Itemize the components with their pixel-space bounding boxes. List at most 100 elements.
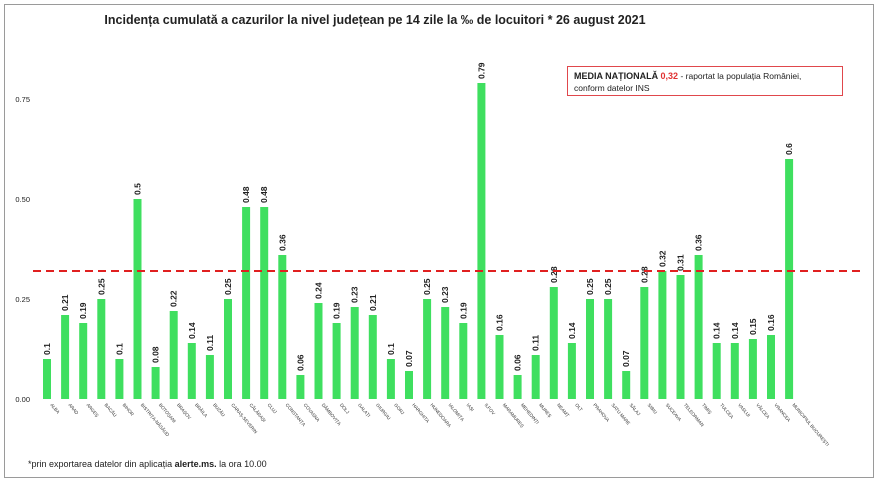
bar: [133, 199, 142, 399]
bar: [495, 335, 504, 399]
bar: [151, 367, 160, 399]
x-tick-label: BRAȘOV: [176, 402, 193, 421]
x-tick-label: OLT: [574, 402, 583, 412]
x-tick-label: BRĂILA: [194, 402, 210, 419]
y-tick-label: 0.75: [15, 95, 30, 104]
bar: [477, 83, 486, 399]
bar: [622, 371, 631, 399]
bar: [586, 299, 594, 399]
x-tick-label: GALAȚI: [357, 402, 371, 418]
bar: [368, 315, 377, 399]
bar: [386, 359, 395, 399]
x-axis-labels: ALBA ARAD ARGEȘ BACĂU BIHOR BISTRIȚA-NĂSĂUDBO…: [49, 402, 830, 447]
bar-value-label: 0.25: [422, 278, 432, 295]
bar-value-label: 0.19: [78, 302, 88, 319]
bar-value-label: 0.23: [440, 286, 450, 303]
bar: [242, 207, 251, 399]
x-tick-label: TIMIȘ: [701, 402, 713, 415]
bar-value-label: 0.11: [531, 335, 541, 351]
x-tick-label: BUZĂU: [212, 402, 227, 418]
note-text-2: conform datelor INS: [574, 83, 650, 93]
bar: [767, 335, 775, 399]
x-tick-label: HARGHITA: [411, 402, 430, 424]
bar-value-label: 0.1: [42, 343, 52, 355]
bar-value-label: 0.07: [404, 350, 414, 367]
y-axis: 0.00 0.25 0.50 0.75: [15, 95, 30, 404]
bar-value-label: 0.22: [169, 290, 179, 307]
bar-value-label: 0.11: [205, 335, 215, 351]
bar: [712, 343, 721, 399]
bar-value-label: 0.28: [639, 266, 649, 283]
bar: [531, 355, 540, 399]
x-tick-label: PRAHOVA: [592, 402, 611, 423]
bar: [205, 355, 214, 399]
bar: [785, 159, 794, 399]
x-tick-label: SIBIU: [647, 402, 659, 414]
chart-frame: [4, 4, 874, 478]
bar-value-label: 0.16: [766, 314, 776, 331]
bar: [332, 323, 341, 399]
bar-value-label: 0.07: [621, 350, 631, 367]
x-tick-label: ILFOV: [484, 402, 497, 416]
y-tick-label: 0.50: [15, 195, 30, 204]
x-tick-label: DOLJ: [339, 402, 350, 414]
bar-value-label: 0.48: [259, 186, 269, 203]
bar: [730, 343, 739, 399]
x-tick-label: TULCEA: [719, 402, 735, 420]
bar: [513, 375, 522, 399]
bar-value-label: 0.14: [730, 322, 740, 339]
bar-series: 0.1 0.21 0.19 0.25 0.1 0.5 0.08 0.22 0.14 0.11 0.2…: [42, 62, 794, 399]
bar-value-label: 0.25: [223, 278, 233, 295]
bar: [43, 359, 51, 399]
bar: [676, 275, 685, 399]
x-tick-label: SATU MARE: [610, 402, 631, 425]
bar: [169, 311, 178, 399]
bar-value-label: 0.5: [133, 183, 143, 195]
bar-value-label: 0.25: [585, 278, 595, 295]
x-tick-label: MUNICIPIUL BUCUREȘTI: [791, 402, 830, 447]
y-tick-label: 0.00: [15, 395, 30, 404]
bar-value-label: 0.48: [241, 186, 251, 203]
bar: [748, 339, 757, 399]
bar: [260, 207, 269, 399]
bar-value-label: 0.19: [332, 302, 342, 319]
bar-value-label: 0.24: [314, 282, 324, 299]
x-tick-label: CĂLĂRAȘI: [248, 402, 267, 423]
bar-value-label: 0.08: [151, 346, 161, 363]
x-tick-label: NEAMȚ: [556, 402, 570, 418]
footnote-prefix: *prin exportarea datelor din aplicația: [28, 459, 175, 469]
bar-value-label: 0.21: [368, 294, 378, 311]
bar-value-label: 0.21: [60, 294, 70, 311]
bar-value-label: 0.14: [567, 322, 577, 339]
note-text-1: - raportat la populația României,: [678, 71, 802, 81]
bar-value-label: 0.19: [458, 302, 468, 319]
x-tick-label: IALOMIȚA: [447, 402, 465, 422]
bar-value-label: 0.25: [603, 278, 613, 295]
x-tick-label: IAȘI: [466, 402, 475, 412]
bar: [115, 359, 124, 399]
bar: [224, 299, 232, 399]
bar-value-label: 0.14: [712, 322, 722, 339]
bar-value-label: 0.25: [96, 278, 106, 295]
bar-value-label: 0.16: [495, 314, 505, 331]
bar: [97, 299, 106, 399]
footnote: *prin exportarea datelor din aplicația a…: [28, 459, 267, 469]
x-tick-label: VRANCEA: [773, 402, 792, 423]
bar: [405, 371, 413, 399]
bar-value-label: 0.36: [694, 234, 704, 251]
bar-value-label: 0.79: [476, 62, 486, 79]
bar-value-label: 0.6: [784, 143, 794, 155]
footnote-suffix: la ora 10.00: [216, 459, 267, 469]
x-tick-label: GIURGIU: [375, 402, 391, 420]
x-tick-label: SĂLAJ: [628, 402, 642, 417]
footnote-bold: alerte.ms.: [174, 459, 217, 469]
note-value: 0,32: [660, 71, 679, 81]
bar-value-label: 0.06: [513, 354, 523, 371]
chart-title: Incidența cumulată a cazurilor la nivel …: [104, 13, 646, 27]
x-tick-label: ALBA: [49, 402, 61, 415]
bar: [567, 343, 576, 399]
bar: [640, 287, 649, 399]
bar-value-label: 0.32: [657, 250, 667, 267]
x-tick-label: VÂLCEA: [755, 402, 772, 420]
